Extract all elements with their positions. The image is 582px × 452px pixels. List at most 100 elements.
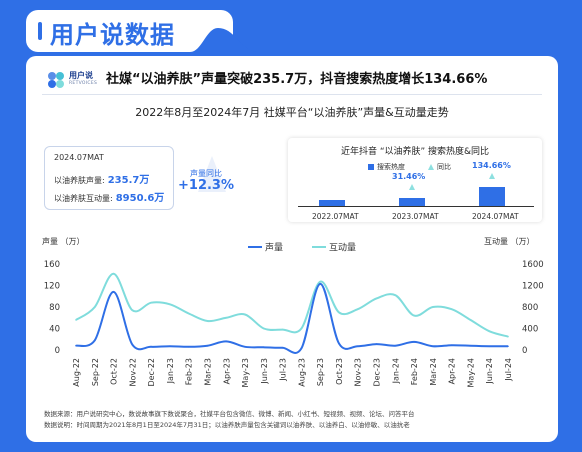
data-point-volume <box>375 343 378 345</box>
x-tick-label: Jun-24 <box>485 358 494 385</box>
y-tick-left: 80 <box>49 303 60 313</box>
data-point-interaction <box>319 280 321 283</box>
footnote-source: 数据来源：用户说研究中心，数说故事旗下数说聚合，社媒平台包含微信、微博、新闻、小… <box>44 410 415 418</box>
x-tick-label: Sep-22 <box>91 358 100 386</box>
title-wave-decoration <box>190 28 260 56</box>
series-line-volume <box>75 282 509 354</box>
douyin-x-label: 2022.07MAT <box>312 212 359 221</box>
legend-heat: 搜索热度 <box>368 162 405 172</box>
data-point-interaction <box>375 297 378 300</box>
y-tick-right: 1600 <box>522 260 544 270</box>
x-tick-label: Jul-23 <box>279 358 288 382</box>
data-point-volume <box>263 346 265 349</box>
footnote-note: 数据说明：时间周期为2021年8月1日至2024年7月31日；以油养肤声量包含关… <box>44 421 410 429</box>
yoy-up-arrow-icon <box>198 156 226 192</box>
data-point-interaction <box>225 316 228 319</box>
title-marker <box>38 22 42 40</box>
logo-name: 用户说 <box>69 71 93 80</box>
douyin-baseline <box>298 206 534 207</box>
data-point-interaction <box>469 319 472 321</box>
y-tick-left: 120 <box>44 282 60 292</box>
y-tick-right: 1200 <box>522 282 544 292</box>
x-tick-label: Apr-23 <box>222 358 231 384</box>
stats-period: 2024.07MAT <box>54 153 104 162</box>
interaction-label: 以油养肤互动量: <box>54 194 113 203</box>
x-tick-label: Jan-24 <box>391 358 400 384</box>
stats-volume-row: 以油养肤声量: 235.7万 <box>54 171 149 186</box>
x-tick-label: Aug-23 <box>297 358 306 387</box>
data-point-volume <box>469 344 472 347</box>
y-tick-right: 800 <box>522 303 538 313</box>
x-tick-label: Mar-23 <box>203 358 212 386</box>
y-axis-left-label: 声量 （万） <box>42 237 85 246</box>
legend-yoy-label: 同比 <box>437 163 451 171</box>
data-point-interaction <box>75 319 77 321</box>
data-point-interaction <box>507 335 509 338</box>
douyin-heat-bar <box>399 197 425 206</box>
main-line-chart: 声量 互动量 0 0 40 400 80 800 120 1200 160 1600 Aug-22 Sep… <box>44 242 544 388</box>
data-point-volume <box>112 291 115 293</box>
chart-subtitle: 2022年8月至2024年7月 社媒平台“以油养肤”声量&互动量走势 <box>135 106 449 119</box>
logo-mark-icon <box>48 72 64 88</box>
data-point-interaction <box>150 301 152 304</box>
x-tick-label: Nov-22 <box>128 358 137 386</box>
y-tick-left: 160 <box>44 260 60 270</box>
data-point-interaction <box>450 308 453 310</box>
logo-subtext: RETVOICES <box>69 81 98 86</box>
legend-label: 互动量 <box>329 243 356 254</box>
data-point-volume <box>75 344 77 347</box>
data-point-interaction <box>356 308 359 310</box>
data-point-interaction <box>263 327 265 330</box>
data-point-interaction <box>338 311 340 314</box>
data-point-interaction <box>244 313 246 316</box>
douyin-heat-bar <box>319 199 345 206</box>
yoy-label: 声量同比 <box>190 169 222 178</box>
legend-heat-label: 搜索热度 <box>377 163 405 171</box>
data-point-interaction <box>432 306 434 308</box>
x-tick-label: Oct-22 <box>110 358 119 385</box>
data-point-volume <box>488 345 491 348</box>
brand-logo: 用户说 RETVOICES <box>45 67 98 93</box>
data-point-volume <box>356 345 359 348</box>
x-tick-label: May-23 <box>241 358 250 387</box>
yoy-value: +12.3% <box>178 178 234 193</box>
data-point-volume <box>300 347 303 350</box>
x-tick-label: Jul-24 <box>504 358 513 382</box>
x-tick-label: Mar-24 <box>429 358 438 386</box>
x-tick-label: May-24 <box>466 358 475 387</box>
douyin-panel: 近年抖音 “以油养肤” 搜索热度&同比 搜索热度 同比 31.46% 134.66… <box>288 138 542 222</box>
douyin-yoy-value: 31.46% <box>392 171 426 181</box>
volume-label: 以油养肤声量: <box>54 176 105 185</box>
douyin-yoy-value: 134.66% <box>472 160 511 170</box>
data-point-interaction <box>413 314 415 317</box>
data-point-interaction <box>394 294 397 296</box>
y-tick-left: 40 <box>49 325 60 335</box>
douyin-x-label: 2023.07MAT <box>392 212 439 221</box>
legend-yoy-triangle-icon <box>428 164 434 170</box>
data-point-volume <box>432 345 434 348</box>
data-point-interaction <box>187 312 190 315</box>
stats-interaction-row: 以油养肤互动量: 8950.6万 <box>54 189 164 204</box>
stats-box: 2024.07MAT 以油养肤声量: 235.7万 以油养肤互动量: 8950.6万 <box>44 146 174 210</box>
content-card: 用户说 RETVOICES 社媒“以油养肤”声量突破235.7万，抖音搜索热度增… <box>26 56 558 442</box>
data-point-volume <box>169 345 171 348</box>
data-point-volume <box>394 344 397 347</box>
data-point-interaction <box>131 309 134 312</box>
data-point-interaction <box>300 327 303 330</box>
data-point-volume <box>206 344 209 347</box>
y-tick-right: 0 <box>522 346 527 356</box>
data-point-volume <box>150 345 152 348</box>
x-tick-label: Apr-24 <box>448 358 457 384</box>
x-tick-label: Dec-23 <box>373 358 382 387</box>
douyin-x-label: 2024.07MAT <box>472 212 519 221</box>
legend-yoy: 同比 <box>428 162 451 172</box>
volume-value: 235.7万 <box>107 175 150 186</box>
data-point-volume <box>131 343 134 346</box>
data-point-volume <box>319 283 321 285</box>
y-tick-right: 400 <box>522 325 538 335</box>
x-tick-label: Dec-22 <box>147 358 156 387</box>
y-tick-left: 0 <box>55 346 60 356</box>
data-point-interaction <box>112 272 115 275</box>
data-point-volume <box>450 344 453 346</box>
data-point-interaction <box>93 306 96 308</box>
